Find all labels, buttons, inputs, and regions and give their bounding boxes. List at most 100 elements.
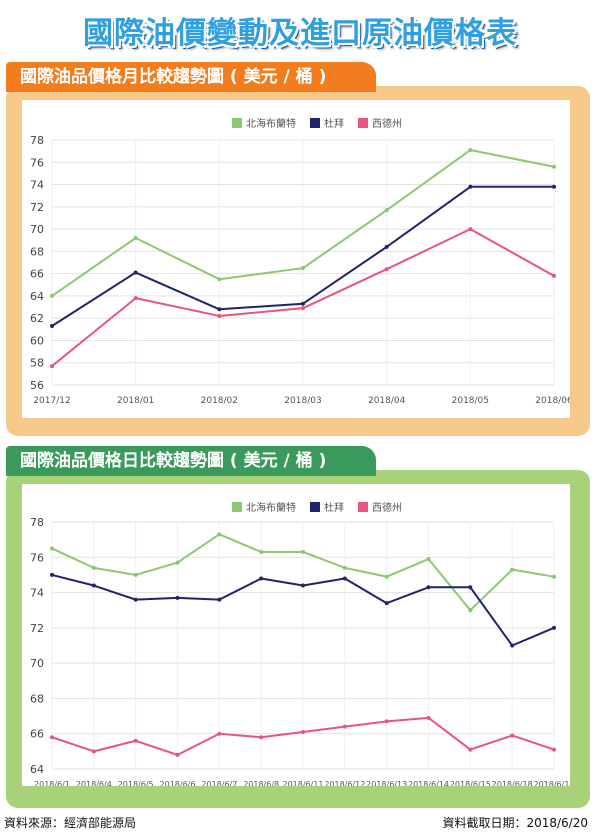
data-point[interactable] <box>50 293 54 298</box>
data-point[interactable] <box>259 576 264 581</box>
x-tick-label: 2018/6/7 <box>201 780 237 786</box>
data-point[interactable] <box>133 597 138 602</box>
data-point[interactable] <box>217 313 222 318</box>
data-point[interactable] <box>217 307 222 312</box>
data-point[interactable] <box>175 752 180 757</box>
legend-item[interactable]: 西德州 <box>358 117 402 130</box>
daily-chart-title: 國際油品價格日比較趨勢圖 ( 美元 / 桶 ) <box>6 446 376 476</box>
x-axis: 2017/12 2018/01 2018/02 2018/03 2018/04 2018/… <box>33 396 573 406</box>
data-point[interactable] <box>342 576 347 581</box>
legend-label: 西德州 <box>372 117 402 130</box>
legend-item[interactable]: 杜拜 <box>310 501 344 514</box>
data-point[interactable] <box>217 532 222 537</box>
data-point[interactable] <box>50 572 54 577</box>
legend-item[interactable]: 西德州 <box>358 501 402 514</box>
x-tick-label: 2018/6/18 <box>492 780 533 786</box>
data-point[interactable] <box>91 583 96 588</box>
x-tick-label: 2018/01 <box>117 396 154 406</box>
data-point[interactable] <box>301 549 305 554</box>
legend-swatch <box>310 118 320 128</box>
data-point[interactable] <box>133 236 138 240</box>
legend-swatch <box>310 502 320 512</box>
data-point[interactable] <box>133 270 138 275</box>
data-point[interactable] <box>301 306 305 311</box>
data-point[interactable] <box>175 560 180 565</box>
data-point[interactable] <box>91 565 96 570</box>
data-point[interactable] <box>468 184 473 189</box>
data-point[interactable] <box>301 583 305 588</box>
data-point[interactable] <box>552 574 556 579</box>
data-point[interactable] <box>301 266 305 271</box>
x-tick-label: 2018/6/11 <box>282 780 323 786</box>
y-tick-label: 64 <box>30 290 44 303</box>
data-point[interactable] <box>426 715 431 720</box>
series-1 <box>50 572 556 648</box>
x-tick-label: 2017/12 <box>33 396 70 406</box>
x-tick-label: 2018/02 <box>201 396 238 406</box>
data-point[interactable] <box>468 747 473 752</box>
data-point[interactable] <box>552 184 556 189</box>
data-point[interactable] <box>217 731 222 736</box>
data-point[interactable] <box>552 747 556 752</box>
x-tick-label: 2018/6/19 <box>533 780 570 786</box>
data-point[interactable] <box>301 301 305 306</box>
data-point[interactable] <box>426 585 431 590</box>
series-0 <box>50 148 556 298</box>
data-point[interactable] <box>552 273 556 278</box>
data-point[interactable] <box>468 585 473 590</box>
legend-item[interactable]: 北海布蘭特 <box>232 117 296 130</box>
data-point[interactable] <box>384 601 389 606</box>
legend-item[interactable]: 杜拜 <box>310 117 344 130</box>
data-point[interactable] <box>510 643 515 648</box>
series-2 <box>50 227 556 369</box>
data-point[interactable] <box>217 277 222 282</box>
data-point[interactable] <box>552 164 556 169</box>
data-point[interactable] <box>468 148 473 153</box>
y-tick-label: 66 <box>30 268 44 281</box>
data-point[interactable] <box>175 595 180 600</box>
y-tick-label: 74 <box>30 587 44 600</box>
data-point[interactable] <box>259 735 264 740</box>
data-point[interactable] <box>384 244 389 249</box>
data-point[interactable] <box>468 608 473 613</box>
monthly-chart: 北海布蘭特 杜拜 西德州 56 58 60 62 64 66 68 70 72 74 76 78 2017/1… <box>22 100 573 418</box>
data-point[interactable] <box>384 208 389 213</box>
y-tick-label: 68 <box>30 692 44 705</box>
y-tick-label: 78 <box>30 134 44 147</box>
data-point[interactable] <box>217 597 222 602</box>
data-point[interactable] <box>342 565 347 570</box>
data-point[interactable] <box>384 267 389 272</box>
data-point[interactable] <box>510 733 515 738</box>
series-2 <box>50 715 556 757</box>
data-point[interactable] <box>342 724 347 729</box>
data-point[interactable] <box>91 749 96 754</box>
data-point[interactable] <box>259 549 264 554</box>
data-point[interactable] <box>468 227 473 232</box>
y-tick-label: 76 <box>30 551 44 564</box>
x-tick-label: 2018/06 <box>535 396 570 406</box>
y-tick-label: 72 <box>30 622 44 635</box>
data-point[interactable] <box>133 572 138 577</box>
data-point[interactable] <box>426 557 431 562</box>
legend-label: 杜拜 <box>324 501 344 514</box>
data-point[interactable] <box>552 625 556 630</box>
legend-swatch <box>358 502 368 512</box>
y-tick-label: 72 <box>30 201 44 214</box>
x-tick-label: 2018/6/1 <box>34 780 70 786</box>
series-1 <box>50 184 556 328</box>
y-tick-label: 62 <box>30 312 44 325</box>
data-point[interactable] <box>133 296 138 301</box>
data-point[interactable] <box>384 719 389 724</box>
data-point[interactable] <box>384 574 389 579</box>
data-point[interactable] <box>50 323 54 328</box>
data-point[interactable] <box>50 735 54 740</box>
data-point[interactable] <box>133 738 138 743</box>
legend-item[interactable]: 北海布蘭特 <box>232 501 296 514</box>
data-point[interactable] <box>510 567 515 572</box>
data-point[interactable] <box>50 364 54 369</box>
y-tick-label: 70 <box>30 657 44 670</box>
data-point[interactable] <box>50 546 54 551</box>
data-point[interactable] <box>301 729 305 734</box>
capture-date: 資料截取日期：2018/6/20 <box>442 816 588 830</box>
